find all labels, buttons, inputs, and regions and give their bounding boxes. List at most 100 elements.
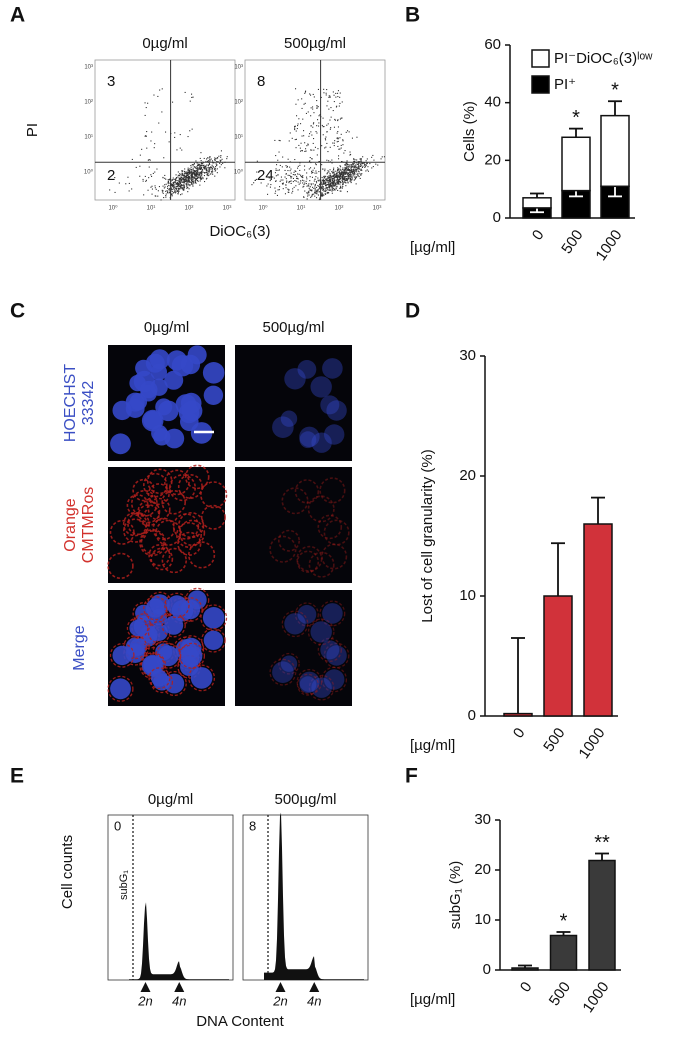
event-dot xyxy=(329,128,331,130)
event-dot xyxy=(300,142,302,144)
event-dot xyxy=(341,101,343,103)
mitochondria xyxy=(278,652,300,675)
bar xyxy=(549,934,578,971)
event-dot xyxy=(189,100,191,102)
event-dot xyxy=(347,130,349,132)
event-dot xyxy=(266,185,268,187)
event-dot xyxy=(156,168,158,170)
event-dot xyxy=(342,173,344,175)
event-dot xyxy=(191,169,193,171)
mitochondria xyxy=(323,642,350,669)
event-dot xyxy=(324,182,326,184)
nucleus xyxy=(166,350,187,371)
event-dot xyxy=(277,169,279,171)
event-dot xyxy=(328,96,330,98)
event-dot xyxy=(353,179,355,181)
event-dot xyxy=(190,175,192,177)
nucleus xyxy=(326,400,347,421)
event-dot xyxy=(316,132,318,134)
event-dot xyxy=(285,178,287,180)
event-dot xyxy=(183,180,185,182)
event-dot xyxy=(304,165,306,167)
event-dot xyxy=(201,174,203,176)
event-dot xyxy=(342,181,344,183)
event-dot xyxy=(187,136,189,138)
event-dot xyxy=(296,177,298,179)
event-dot xyxy=(276,194,278,196)
event-dot xyxy=(195,177,197,179)
event-dot xyxy=(296,177,298,179)
event-dot xyxy=(328,184,330,186)
event-dot xyxy=(269,180,271,182)
event-dot xyxy=(289,174,291,176)
event-dot xyxy=(135,166,137,168)
event-dot xyxy=(366,158,368,160)
event-dot xyxy=(349,180,351,182)
event-dot xyxy=(345,163,347,165)
row-label: 33342 xyxy=(80,381,97,426)
event-dot xyxy=(194,171,196,173)
event-dot xyxy=(333,142,335,144)
nucleus xyxy=(322,358,343,379)
panel-letter: A xyxy=(10,4,25,27)
event-dot xyxy=(337,169,339,171)
significance: * xyxy=(611,80,619,102)
event-dot xyxy=(196,162,198,164)
event-dot xyxy=(301,98,303,100)
event-dot xyxy=(213,168,215,170)
event-dot xyxy=(332,183,334,185)
event-dot xyxy=(349,154,351,156)
event-dot xyxy=(303,130,305,132)
event-dot xyxy=(205,160,207,162)
event-dot xyxy=(343,169,345,171)
event-dot xyxy=(333,101,335,103)
event-dot xyxy=(199,165,201,167)
event-dot xyxy=(202,165,204,167)
event-dot xyxy=(332,189,334,191)
event-dot xyxy=(356,136,358,138)
mitochondria xyxy=(294,479,320,504)
event-dot xyxy=(361,166,363,168)
event-dot xyxy=(286,181,288,183)
tick-label: 10³ xyxy=(373,206,382,212)
event-dot xyxy=(167,179,169,181)
event-dot xyxy=(165,183,167,185)
event-dot xyxy=(177,185,179,187)
event-dot xyxy=(190,183,192,185)
event-dot xyxy=(323,190,325,192)
event-dot xyxy=(193,172,195,174)
event-dot xyxy=(324,190,326,192)
event-dot xyxy=(178,183,180,185)
event-dot xyxy=(312,171,314,173)
event-dot xyxy=(332,172,334,174)
event-dot xyxy=(315,131,317,133)
mitochondria xyxy=(269,658,297,686)
event-dot xyxy=(328,176,330,178)
event-dot xyxy=(342,139,344,141)
event-dot xyxy=(188,170,190,172)
event-dot xyxy=(317,177,319,179)
event-dot xyxy=(301,135,303,137)
event-dot xyxy=(332,180,334,182)
event-dot xyxy=(194,181,196,183)
event-dot xyxy=(295,180,297,182)
event-dot xyxy=(192,179,194,181)
event-dot xyxy=(189,173,191,175)
event-dot xyxy=(211,160,213,162)
event-dot xyxy=(192,184,194,186)
event-dot xyxy=(354,166,356,168)
event-dot xyxy=(310,131,312,133)
event-dot xyxy=(285,187,287,189)
event-dot xyxy=(284,169,286,171)
event-dot xyxy=(199,180,201,182)
event-dot xyxy=(202,171,204,173)
event-dot xyxy=(334,188,336,190)
event-dot xyxy=(351,179,353,181)
event-dot xyxy=(193,180,195,182)
event-dot xyxy=(184,178,186,180)
event-dot xyxy=(279,164,281,166)
event-dot xyxy=(207,160,209,162)
event-dot xyxy=(353,169,355,171)
event-dot xyxy=(191,164,193,166)
event-dot xyxy=(361,162,363,164)
